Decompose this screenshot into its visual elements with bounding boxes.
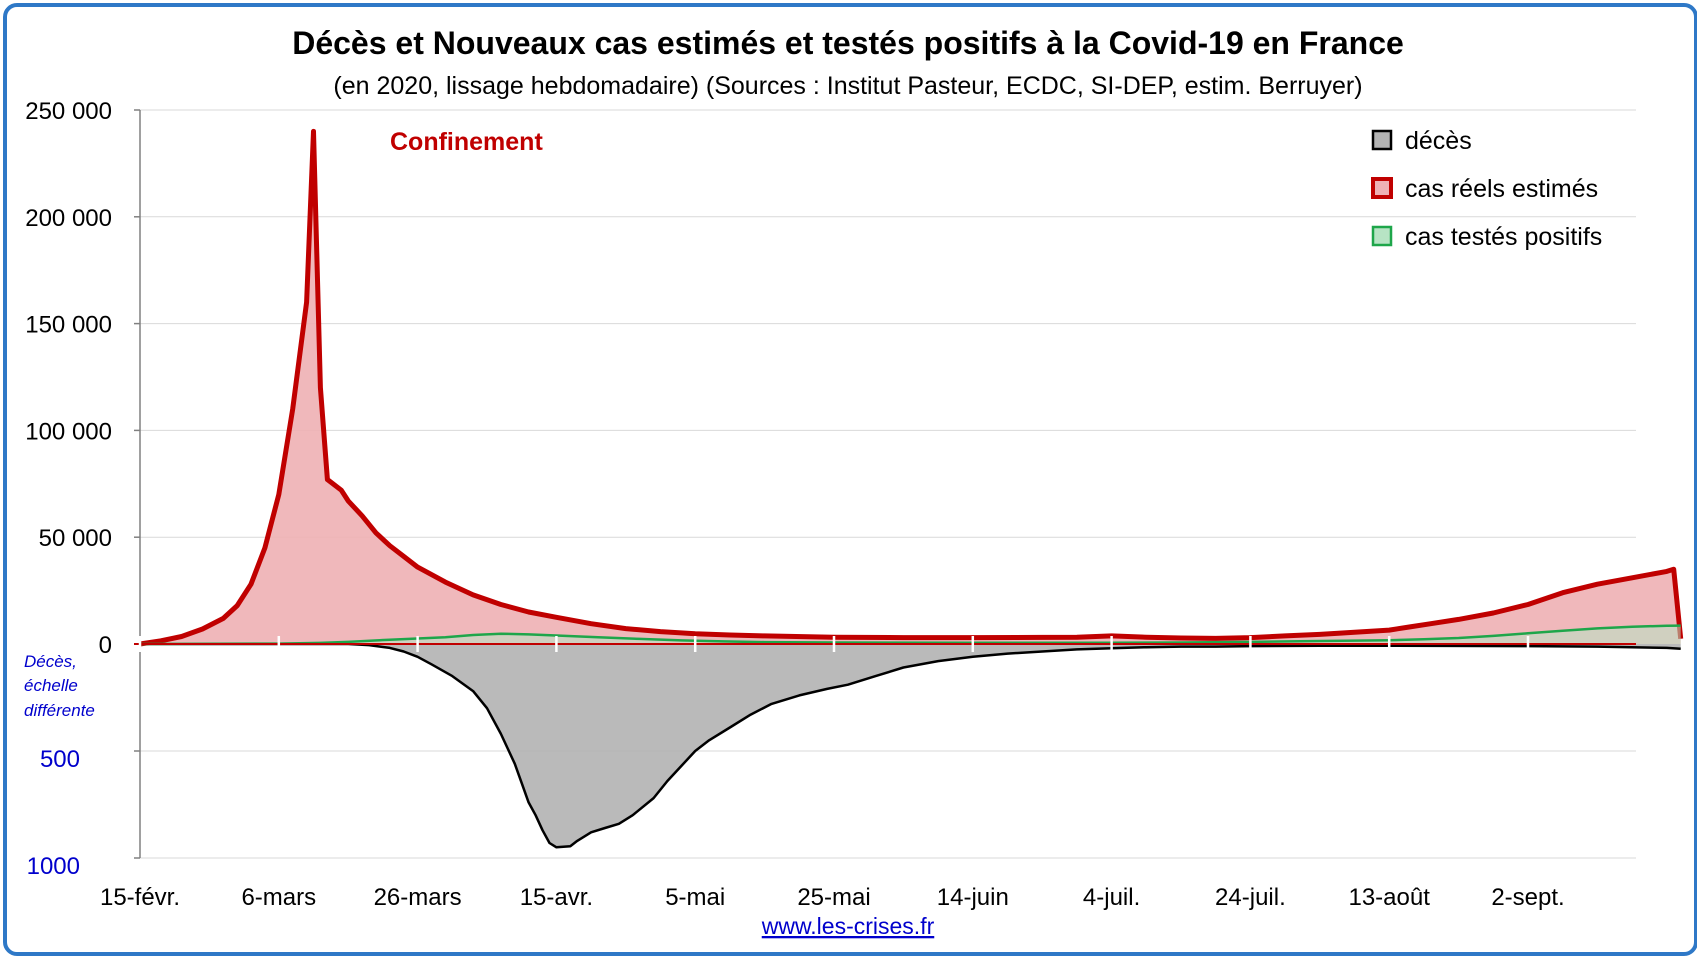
y-tick-deaths-0: 500 bbox=[40, 746, 80, 773]
chart-subtitle: (en 2020, lissage hebdomadaire) (Sources… bbox=[333, 72, 1362, 100]
legend-label-deces: décès bbox=[1405, 127, 1472, 155]
area-deces bbox=[140, 644, 1681, 848]
x-tick-label-0: 15-févr. bbox=[100, 884, 180, 911]
chart-title: Décès et Nouveaux cas estimés et testés … bbox=[292, 25, 1404, 61]
legend: décès cas réels estimés cas testés positif… bbox=[1371, 127, 1602, 251]
y-tick-labels: 0 50 000 100 000 150 000 200 000 250 000 500 10… bbox=[25, 98, 112, 880]
x-tick-label-1: 6-mars bbox=[241, 884, 316, 911]
legend-swatch-deces bbox=[1371, 129, 1393, 151]
y-tick-deaths-1: 1000 bbox=[27, 853, 80, 880]
line-cas-reels-estimes bbox=[139, 128, 1684, 647]
area-cas-reels-estimes bbox=[140, 131, 1681, 644]
axes bbox=[134, 109, 1636, 859]
source-link[interactable]: www.les-crises.fr bbox=[761, 913, 935, 939]
line-deces bbox=[140, 642, 1681, 849]
legend-swatch-cas-reels-estimes bbox=[1371, 177, 1393, 199]
annotation-confinement: Confinement bbox=[390, 128, 543, 156]
x-tick-label-3: 15-avr. bbox=[520, 884, 593, 911]
legend-swatch-cas-testes-positifs bbox=[1371, 225, 1393, 247]
y-tick-cases-4: 200 000 bbox=[25, 205, 112, 232]
x-tick-label-10: 2-sept. bbox=[1491, 884, 1564, 911]
x-tick-label-4: 5-mai bbox=[665, 884, 725, 911]
x-tick-label-8: 24-juil. bbox=[1215, 884, 1286, 911]
y-tick-cases-0: 0 bbox=[99, 632, 112, 659]
x-tick-label-5: 25-mai bbox=[797, 884, 870, 911]
y-tick-cases-3: 150 000 bbox=[25, 312, 112, 339]
x-tick-label-7: 4-juil. bbox=[1083, 884, 1140, 911]
side-note-line-1: Décès, bbox=[24, 652, 77, 671]
area-cas-testes-positifs bbox=[140, 625, 1681, 644]
x-tick-label-2: 26-mars bbox=[374, 884, 462, 911]
side-note: Décès, échelle différente bbox=[24, 652, 95, 720]
x-tick-label-6: 14-juin bbox=[937, 884, 1009, 911]
x-tick-labels: 15-févr. 6-mars 26-mars 15-avr. 5-mai 25-mai 1… bbox=[100, 884, 1565, 911]
side-note-line-2: échelle bbox=[24, 676, 78, 695]
legend-label-cas-reels-estimes: cas réels estimés bbox=[1405, 175, 1598, 203]
y-tick-cases-2: 100 000 bbox=[25, 418, 112, 445]
gridlines bbox=[140, 109, 1636, 859]
legend-label-cas-testes-positifs: cas testés positifs bbox=[1405, 223, 1602, 251]
y-tick-cases-1: 50 000 bbox=[39, 525, 112, 552]
side-note-line-3: différente bbox=[24, 701, 95, 720]
y-tick-cases-5: 250 000 bbox=[25, 98, 112, 125]
x-tick-label-9: 13-août bbox=[1348, 884, 1430, 911]
